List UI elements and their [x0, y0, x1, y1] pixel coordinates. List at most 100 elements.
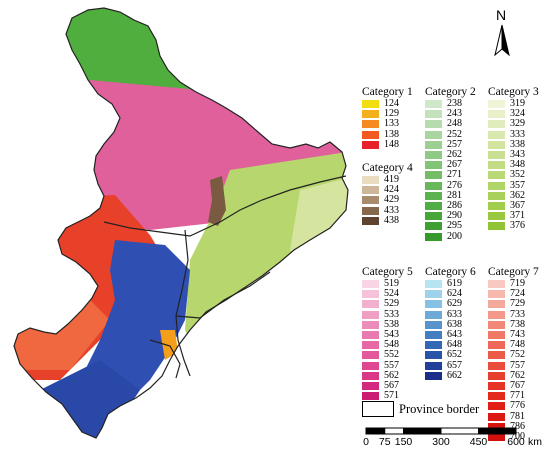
- legend-item: 719: [488, 279, 539, 289]
- legend-value: 290: [447, 210, 462, 222]
- legend-swatch: [488, 100, 505, 109]
- legend-item: 371: [488, 211, 539, 221]
- legend-item: 357: [488, 179, 539, 191]
- scale-bar-tick-label: 600: [507, 436, 525, 448]
- legend-swatch: [362, 300, 379, 309]
- legend-value: 276: [447, 179, 462, 191]
- legend-value: 657: [447, 359, 462, 371]
- legend-item: 557: [362, 360, 413, 371]
- legend-value: 524: [384, 288, 399, 300]
- legend-item: 624: [425, 289, 476, 299]
- legend-swatch: [488, 300, 505, 309]
- legend-item: 738: [488, 318, 539, 330]
- legend-item: 767: [488, 379, 539, 391]
- legend-swatch: [362, 120, 379, 129]
- legend-swatch: [362, 140, 379, 149]
- scale-bar-tick-label: 75: [378, 436, 391, 448]
- legend-swatch: [488, 361, 505, 370]
- north-arrow-icon: [494, 24, 510, 57]
- scale-bar: 0 75 150 300 450 600 km: [362, 425, 542, 465]
- legend-item: 433: [362, 204, 413, 216]
- scale-bar-tick-label: 300: [432, 436, 450, 448]
- legend-item: 133: [362, 119, 413, 129]
- legend-item: 652: [425, 350, 476, 360]
- legend-swatch: [425, 110, 442, 119]
- scale-bar-segment: [384, 427, 404, 435]
- legend-swatch: [488, 412, 505, 421]
- legend-swatch: [488, 422, 505, 431]
- legend-swatch: [362, 176, 379, 185]
- legend-swatch: [488, 110, 505, 119]
- legend-category-title: Category 1: [362, 86, 413, 98]
- legend-value: 362: [510, 189, 525, 201]
- legend-swatch: [425, 100, 442, 109]
- legend-swatch: [362, 320, 379, 329]
- legend-item: 376: [488, 221, 539, 231]
- legend-value: 286: [447, 199, 462, 211]
- legend-swatch: [362, 280, 379, 289]
- legend-category-title: Category 4: [362, 162, 413, 174]
- legend-item: 519: [362, 279, 413, 289]
- legend-item: 662: [425, 370, 476, 381]
- legend-item: 743: [488, 330, 539, 340]
- legend-value: 248: [447, 118, 462, 130]
- legend-item: 271: [425, 170, 476, 180]
- scale-bar-segment: [440, 427, 479, 435]
- legend-value: 781: [510, 410, 525, 422]
- legend-swatch: [425, 361, 442, 370]
- legend-value: 343: [510, 149, 525, 161]
- legend-value: 329: [510, 118, 525, 130]
- scale-bar-segment: [365, 427, 386, 435]
- legend-swatch: [425, 320, 442, 329]
- legend-value: 338: [510, 138, 525, 150]
- legend-swatch: [488, 402, 505, 411]
- legend-value: 424: [384, 184, 399, 196]
- legend-item: 276: [425, 179, 476, 191]
- legend-value: 562: [384, 369, 399, 381]
- legend-item: 762: [488, 370, 539, 381]
- legend-value: 767: [510, 379, 525, 391]
- legend-swatch: [425, 191, 442, 200]
- scale-bar-graphic: [365, 427, 517, 435]
- legend-value: 529: [384, 298, 399, 310]
- legend-value: 543: [384, 329, 399, 341]
- legend-value: 429: [384, 194, 399, 206]
- scale-bar-segment: [403, 427, 442, 435]
- legend-item: 771: [488, 391, 539, 401]
- legend-swatch: [425, 222, 442, 231]
- legend-item: 124: [362, 99, 413, 109]
- legend-item: 243: [425, 109, 476, 119]
- legend-item: 781: [488, 411, 539, 421]
- legend-swatch: [488, 140, 505, 149]
- legend-value: 738: [510, 318, 525, 330]
- legend-swatch: [425, 290, 442, 299]
- legend-item: 752: [488, 350, 539, 360]
- legend-swatch: [488, 161, 505, 170]
- legend-item: 367: [488, 200, 539, 211]
- legend-item: 290: [425, 211, 476, 221]
- legend-swatch: [362, 216, 379, 225]
- legend-category-title: Category 6: [425, 266, 476, 278]
- legend-value: 748: [510, 339, 525, 351]
- legend-value: 238: [447, 98, 462, 110]
- legend-swatch: [488, 191, 505, 200]
- scale-bar-tick-label: 150: [394, 436, 413, 448]
- legend-value: 648: [447, 339, 462, 351]
- legend-value: 433: [384, 204, 399, 216]
- legend-swatch: [362, 100, 379, 109]
- legend-swatch: [362, 130, 379, 139]
- legend-item: 757: [488, 359, 539, 371]
- legend-swatch: [488, 201, 505, 210]
- legend-swatch: [488, 392, 505, 401]
- legend-value: 348: [510, 159, 525, 171]
- legend-value: 319: [510, 98, 525, 110]
- legend-value: 757: [510, 359, 525, 371]
- legend-swatch: [362, 331, 379, 340]
- legend-category-title: Category 2: [425, 86, 476, 98]
- legend-value: 438: [384, 214, 399, 226]
- legend-value: 333: [510, 128, 525, 140]
- legend-item: 552: [362, 350, 413, 360]
- legend-item: 633: [425, 309, 476, 320]
- legend-value: 357: [510, 179, 525, 191]
